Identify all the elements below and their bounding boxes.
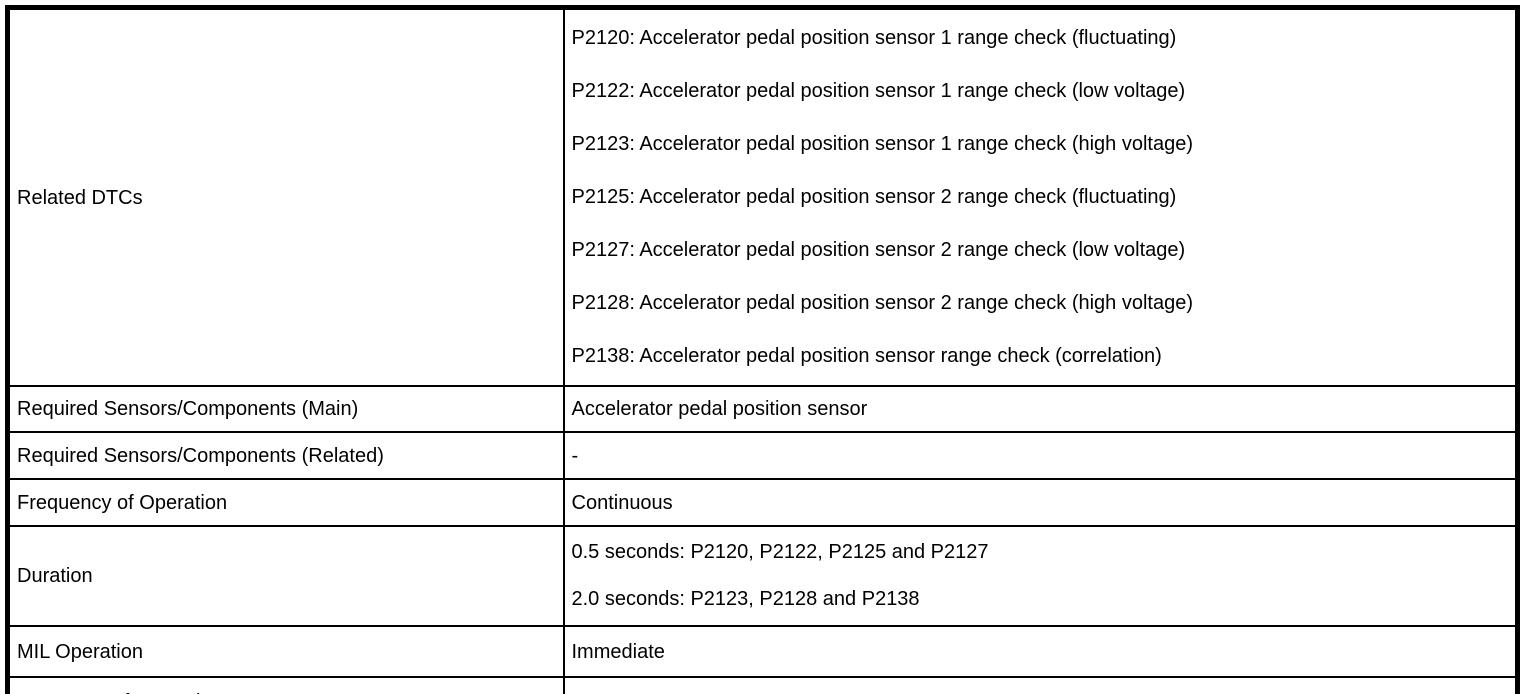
row-label-text: Related DTCs	[17, 186, 143, 209]
row-value-required-sensors-related: -	[562, 431, 1520, 480]
duration-line: 0.5 seconds: P2120, P2122, P2125 and P21…	[571, 541, 989, 563]
table-row-mil-operation: MIL Operation Immediate	[5, 625, 1520, 678]
row-label-sequence-of-operation: Sequence of Operation	[5, 676, 565, 694]
row-value-duration: 0.5 seconds: P2120, P2122, P2125 and P21…	[562, 525, 1520, 627]
dtc-line: P2123: Accelerator pedal position sensor…	[571, 133, 1194, 155]
dtc-line: P2128: Accelerator pedal position sensor…	[571, 292, 1194, 314]
table-row-duration: Duration 0.5 seconds: P2120, P2122, P212…	[5, 525, 1520, 627]
table-row-related-dtcs: Related DTCs P2120: Accelerator pedal po…	[5, 5, 1520, 387]
row-label-text: Sequence of Operation	[17, 691, 223, 694]
row-label-mil-operation: MIL Operation	[5, 625, 565, 678]
dtc-line: P2122: Accelerator pedal position sensor…	[571, 80, 1186, 102]
row-value-text: Continuous	[571, 491, 673, 514]
table-row-sequence-of-operation: Sequence of Operation None	[5, 676, 1520, 694]
row-value-mil-operation: Immediate	[562, 625, 1520, 678]
row-value-required-sensors-main: Accelerator pedal position sensor	[562, 385, 1520, 433]
row-label-text: Frequency of Operation	[17, 491, 228, 514]
row-label-text: Required Sensors/Components (Main)	[17, 398, 359, 420]
table-row-frequency-of-operation: Frequency of Operation Continuous	[5, 478, 1520, 527]
dtc-line: P2138: Accelerator pedal position sensor…	[571, 345, 1162, 367]
row-label-text: Duration	[17, 565, 93, 587]
dtc-monitor-table: Related DTCs P2120: Accelerator pedal po…	[5, 5, 1520, 694]
duration-line: 2.0 seconds: P2123, P2128 and P2138	[571, 588, 920, 610]
row-label-frequency-of-operation: Frequency of Operation	[5, 478, 565, 527]
row-label-related-dtcs: Related DTCs	[5, 5, 565, 387]
dtc-line: P2125: Accelerator pedal position sensor…	[571, 186, 1177, 208]
row-label-required-sensors-main: Required Sensors/Components (Main)	[5, 385, 565, 433]
row-label-text: MIL Operation	[17, 640, 143, 663]
dtc-line: P2127: Accelerator pedal position sensor…	[571, 239, 1186, 261]
row-label-duration: Duration	[5, 525, 565, 627]
row-value-text: Accelerator pedal position sensor	[571, 398, 868, 420]
row-value-sequence-of-operation: None	[562, 676, 1520, 694]
row-value-related-dtcs: P2120: Accelerator pedal position sensor…	[562, 5, 1520, 387]
dtc-line: P2120: Accelerator pedal position sensor…	[571, 27, 1177, 49]
row-value-text: Immediate	[571, 640, 665, 663]
row-label-required-sensors-related: Required Sensors/Components (Related)	[5, 431, 565, 480]
row-value-frequency-of-operation: Continuous	[562, 478, 1520, 527]
table-row-required-sensors-main: Required Sensors/Components (Main) Accel…	[5, 385, 1520, 433]
row-value-text: None	[572, 691, 620, 694]
row-value-text: -	[571, 444, 579, 467]
row-label-text: Required Sensors/Components (Related)	[17, 444, 384, 467]
table-row-required-sensors-related: Required Sensors/Components (Related) -	[5, 431, 1520, 480]
